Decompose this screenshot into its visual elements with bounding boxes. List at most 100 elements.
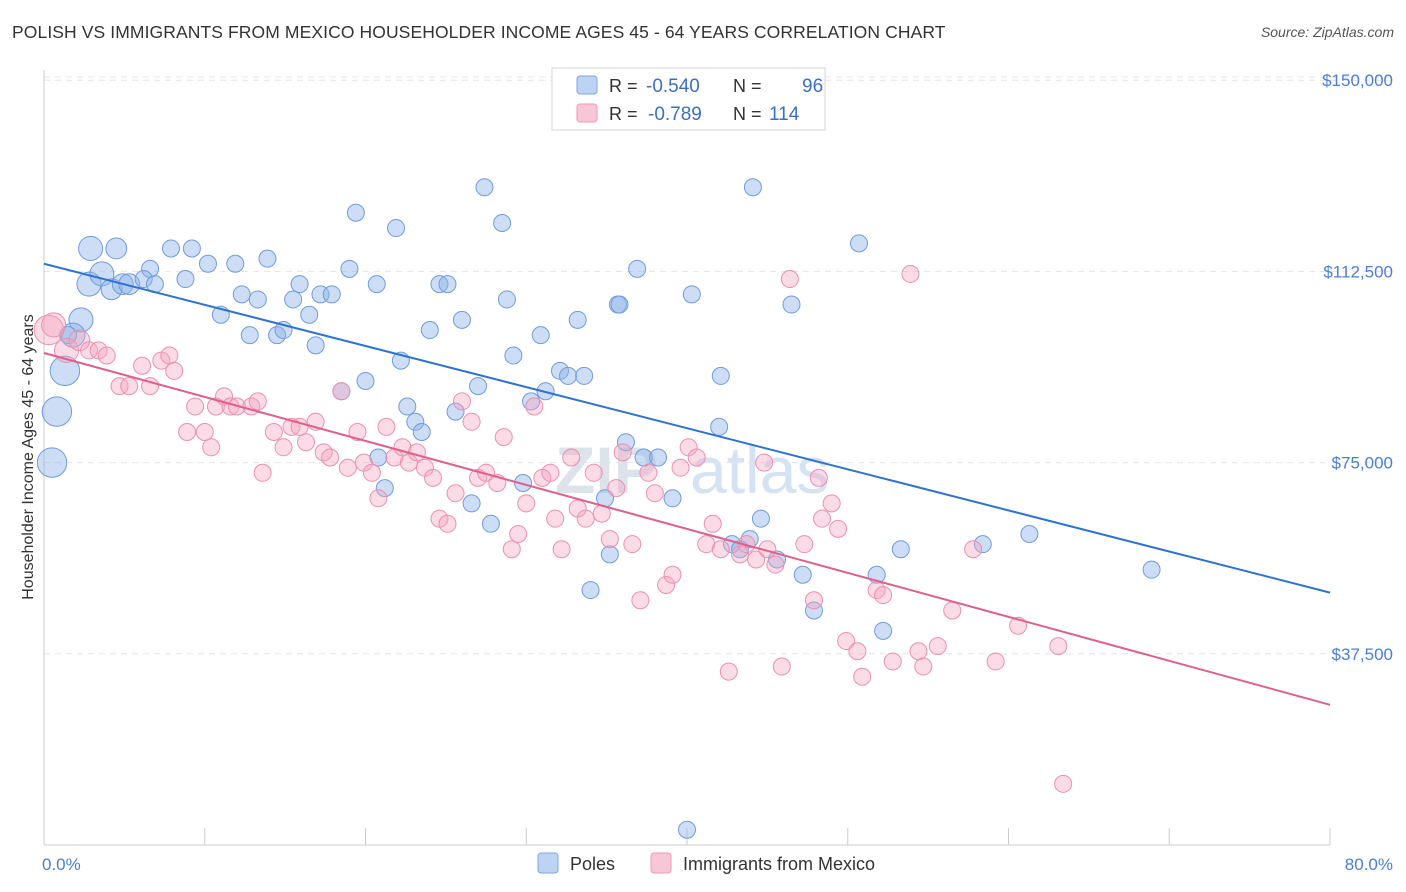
poles-point-6: [76, 271, 102, 297]
mexico-point-65: [576, 509, 595, 528]
mexico-point-94: [822, 494, 841, 513]
mexico-point-80: [697, 535, 716, 554]
poles-point-72: [649, 448, 668, 467]
mexico-point-32: [321, 448, 340, 467]
mexico-point-101: [883, 652, 902, 671]
trendlines: [43, 262, 1331, 706]
mexico-point-62: [552, 540, 571, 559]
mexico-point-61: [546, 509, 565, 528]
mexico-point-95: [829, 519, 848, 538]
poles-point-1: [41, 396, 73, 427]
axes: [43, 70, 1330, 846]
mexico-point-8: [120, 377, 139, 396]
poles-point-5: [78, 235, 104, 261]
mexico-point-93: [813, 509, 832, 528]
mexico-point-45: [424, 468, 443, 487]
poles-point-47: [438, 275, 457, 294]
mexico-point-98: [853, 667, 872, 686]
poles-point-18: [198, 254, 217, 273]
poles-point-64: [575, 366, 594, 385]
poles-point-39: [375, 479, 394, 498]
poles-point-91: [1020, 524, 1039, 543]
mexico-point-33: [332, 382, 351, 401]
mexico-point-113: [809, 468, 828, 487]
poles-point-17: [182, 239, 201, 258]
poles-point-36: [356, 372, 375, 391]
mexico-point-91: [795, 535, 814, 554]
legend-r-value-poles: -0.540: [646, 76, 700, 97]
poles-point-38: [369, 448, 388, 467]
poles-point-63: [568, 310, 587, 329]
mexico-point-29: [297, 433, 316, 452]
poles-point-21: [232, 285, 251, 304]
gridlines: [44, 76, 1395, 655]
legend-box: [551, 67, 826, 131]
poles-point-0: [36, 447, 68, 478]
mexico-point-110: [1049, 637, 1068, 656]
mexico-point-6: [97, 346, 116, 365]
y-tick-label-1: $75,000: [1332, 454, 1393, 473]
poles-point-53: [481, 514, 500, 533]
mexico-point-77: [671, 458, 690, 477]
mexico-point-103: [909, 642, 928, 661]
series-poles: [36, 178, 1161, 839]
legend-n-label-mexico: N =: [733, 104, 762, 124]
mexico-point-3: [68, 329, 91, 352]
poles-point-55: [497, 290, 516, 309]
poles-point-23: [248, 290, 267, 309]
chart-title: POLISH VS IMMIGRANTS FROM MEXICO HOUSEHO…: [12, 22, 946, 42]
legend-r-label-poles: R =: [609, 76, 638, 96]
mexico-point-54: [494, 428, 513, 447]
mexico-point-17: [202, 438, 221, 457]
poles-point-85: [804, 601, 823, 620]
poles-point-56: [504, 346, 523, 365]
mexico-point-71: [623, 535, 642, 554]
mexico-point-81: [703, 514, 722, 533]
legend-r-label-mexico: R =: [609, 104, 638, 124]
mexico-point-49: [452, 392, 471, 411]
mexico-point-63: [562, 448, 581, 467]
poles-point-2: [49, 355, 81, 387]
poles-point-35: [346, 203, 365, 222]
poles-point-9: [100, 278, 123, 301]
poles-point-29: [300, 305, 319, 324]
mexico-point-92: [804, 591, 823, 610]
x-tick-label-max: 80.0%: [1345, 855, 1393, 874]
legend-swatch-poles: [576, 75, 598, 95]
mexico-point-97: [848, 642, 867, 661]
mexico-point-34: [338, 458, 357, 477]
mexico-point-96: [837, 632, 856, 651]
x-ticks: [204, 828, 1331, 845]
poles-point-54: [493, 213, 512, 232]
mexico-point-72: [631, 591, 650, 610]
mexico-point-74: [645, 484, 664, 503]
legend-n-value-mexico: 114: [769, 104, 800, 125]
mexico-point-75: [657, 575, 676, 594]
mexico-point-100: [874, 586, 893, 605]
poles-point-48: [446, 402, 465, 421]
bottom-legend-label-poles: Poles: [570, 854, 615, 874]
poles-point-51: [469, 377, 488, 396]
poles-point-42: [398, 397, 417, 416]
legend-n-label-poles: N =: [733, 76, 762, 96]
mexico-point-25: [264, 423, 283, 442]
mexico-point-52: [477, 463, 496, 482]
mexico-point-88: [766, 555, 785, 574]
y-tick-labels: $37,500 $75,000 $112,500 $150,000: [1322, 71, 1393, 664]
mexico-point-76: [663, 565, 682, 584]
poles-point-94: [678, 820, 696, 839]
mexico-point-39: [377, 417, 396, 436]
poles-point-88: [874, 621, 893, 640]
y-tick-label-3: $150,000: [1322, 71, 1393, 90]
mexico-point-107: [964, 540, 983, 559]
poles-point-89: [891, 540, 910, 559]
legend-swatch-mexico: [576, 103, 598, 123]
mexico-point-58: [525, 397, 544, 416]
mexico-point-13: [165, 361, 184, 380]
poles-point-44: [412, 423, 431, 442]
poles-point-15: [161, 239, 180, 258]
y-tick-label-0: $37,500: [1332, 645, 1393, 664]
mexico-point-35: [348, 423, 367, 442]
mexico-point-9: [133, 356, 152, 375]
poles-point-43: [406, 412, 425, 431]
